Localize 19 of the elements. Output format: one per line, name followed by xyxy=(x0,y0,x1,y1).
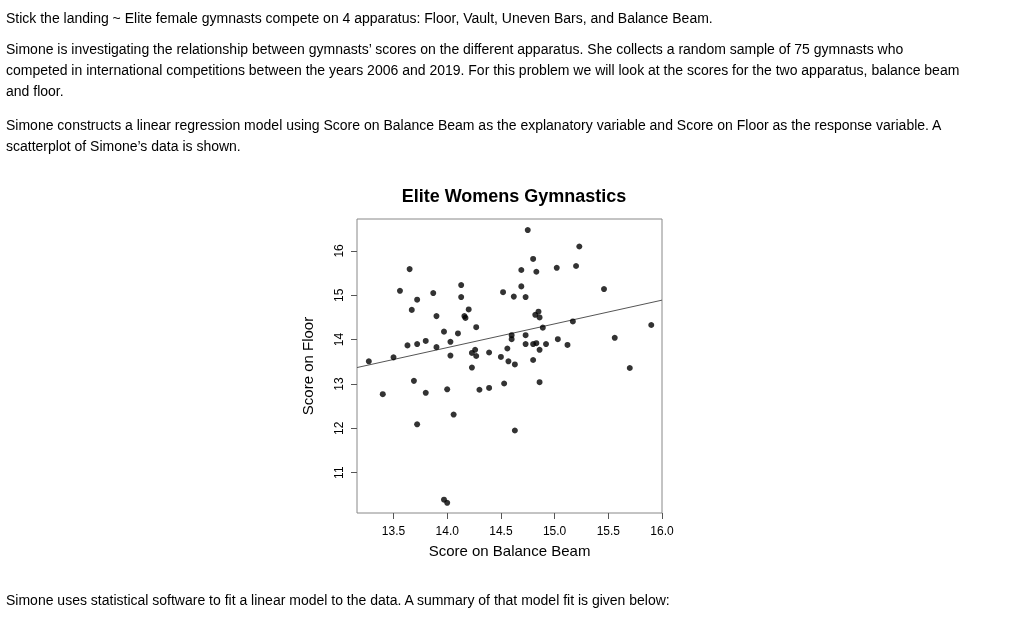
y-axis-title: Score on Floor xyxy=(299,316,316,416)
x-tick-label: 16.0 xyxy=(650,524,674,538)
text: Stick the landing ~ Elite female gymnasts compete on 4 apparatus: Floor, Vault, Uneven Bars, and Balance Beam. xyxy=(6,9,714,28)
y-tick-label: 13 xyxy=(332,376,346,391)
text: Simone uses statistical software to fit a linear model to the data. A summary of that model fit is given below: xyxy=(6,591,671,610)
y-tick-label: 14 xyxy=(332,332,346,347)
y-tick-label: 11 xyxy=(332,466,346,479)
text: Simone is investigating the relationship between gymnasts’ scores on the different apparatus. She collects a random sample of 75 gymnasts who competed in international competitions between the years 2006 and 2019. For this problem we will look at the scores for the two apparatus, balance beam and floor. xyxy=(6,40,961,101)
x-tick-label: 13.5 xyxy=(381,524,406,538)
x-tick-label: 14.0 xyxy=(435,524,460,538)
x-axis-title: Score on Balance Beam xyxy=(428,542,591,559)
y-tick-label: 15 xyxy=(332,288,346,302)
y-tick-label: 12 xyxy=(332,421,346,435)
chart-title: Elite Womens Gymnastics xyxy=(401,186,627,206)
x-tick-label: 15.5 xyxy=(596,524,621,538)
x-tick-label: 15.0 xyxy=(542,524,567,538)
x-tick-label: 14.5 xyxy=(489,524,513,538)
y-tick-label: 16 xyxy=(332,243,346,258)
text: Simone constructs a linear regression model using Score on Balance Beam as the explanatory variable and Score on Floor as the response variable. A scatterplot of Simone’s data is shown. xyxy=(6,116,942,156)
